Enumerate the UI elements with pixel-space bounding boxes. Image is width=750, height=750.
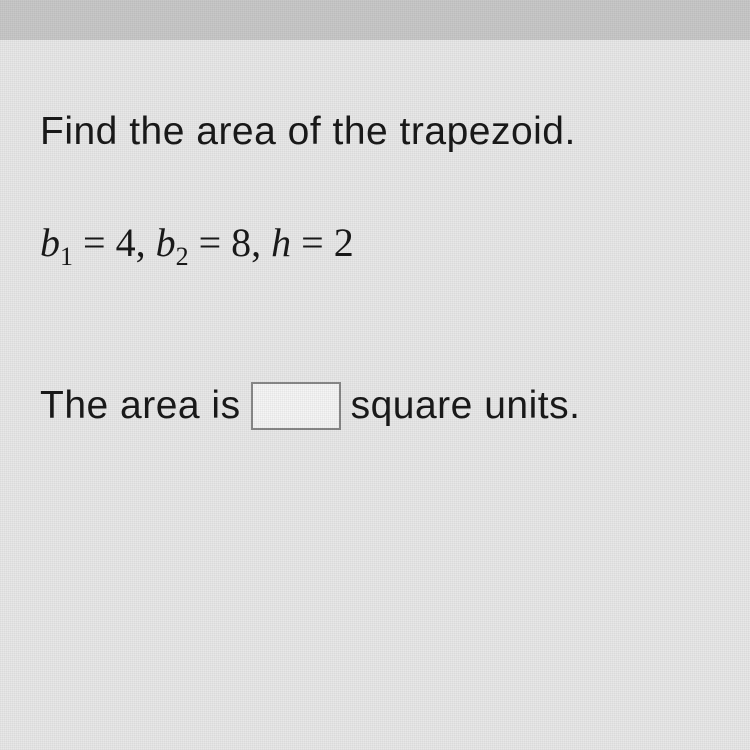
var-b1: b bbox=[40, 220, 60, 265]
eq-1: = bbox=[83, 220, 116, 265]
eq-3: = bbox=[301, 220, 334, 265]
sub-1: 1 bbox=[60, 242, 73, 271]
var-h: h bbox=[271, 220, 291, 265]
var-b2: b bbox=[156, 220, 176, 265]
instruction-text: Find the area of the trapezoid. bbox=[40, 110, 710, 154]
sub-2: 2 bbox=[176, 242, 189, 271]
comma-1: , bbox=[136, 220, 156, 265]
val-h: 2 bbox=[334, 220, 354, 265]
answer-line: The area is square units. bbox=[40, 382, 710, 430]
answer-suffix: square units. bbox=[351, 384, 581, 428]
math-given-values: b1 = 4, b2 = 8, h = 2 bbox=[40, 219, 710, 272]
answer-prefix: The area is bbox=[40, 384, 241, 428]
eq-2: = bbox=[199, 220, 232, 265]
answer-input[interactable] bbox=[251, 382, 341, 430]
comma-2: , bbox=[251, 220, 271, 265]
top-bar bbox=[0, 0, 750, 40]
problem-content: Find the area of the trapezoid. b1 = 4, … bbox=[0, 40, 750, 750]
val-b1: 4 bbox=[116, 220, 136, 265]
val-b2: 8 bbox=[231, 220, 251, 265]
